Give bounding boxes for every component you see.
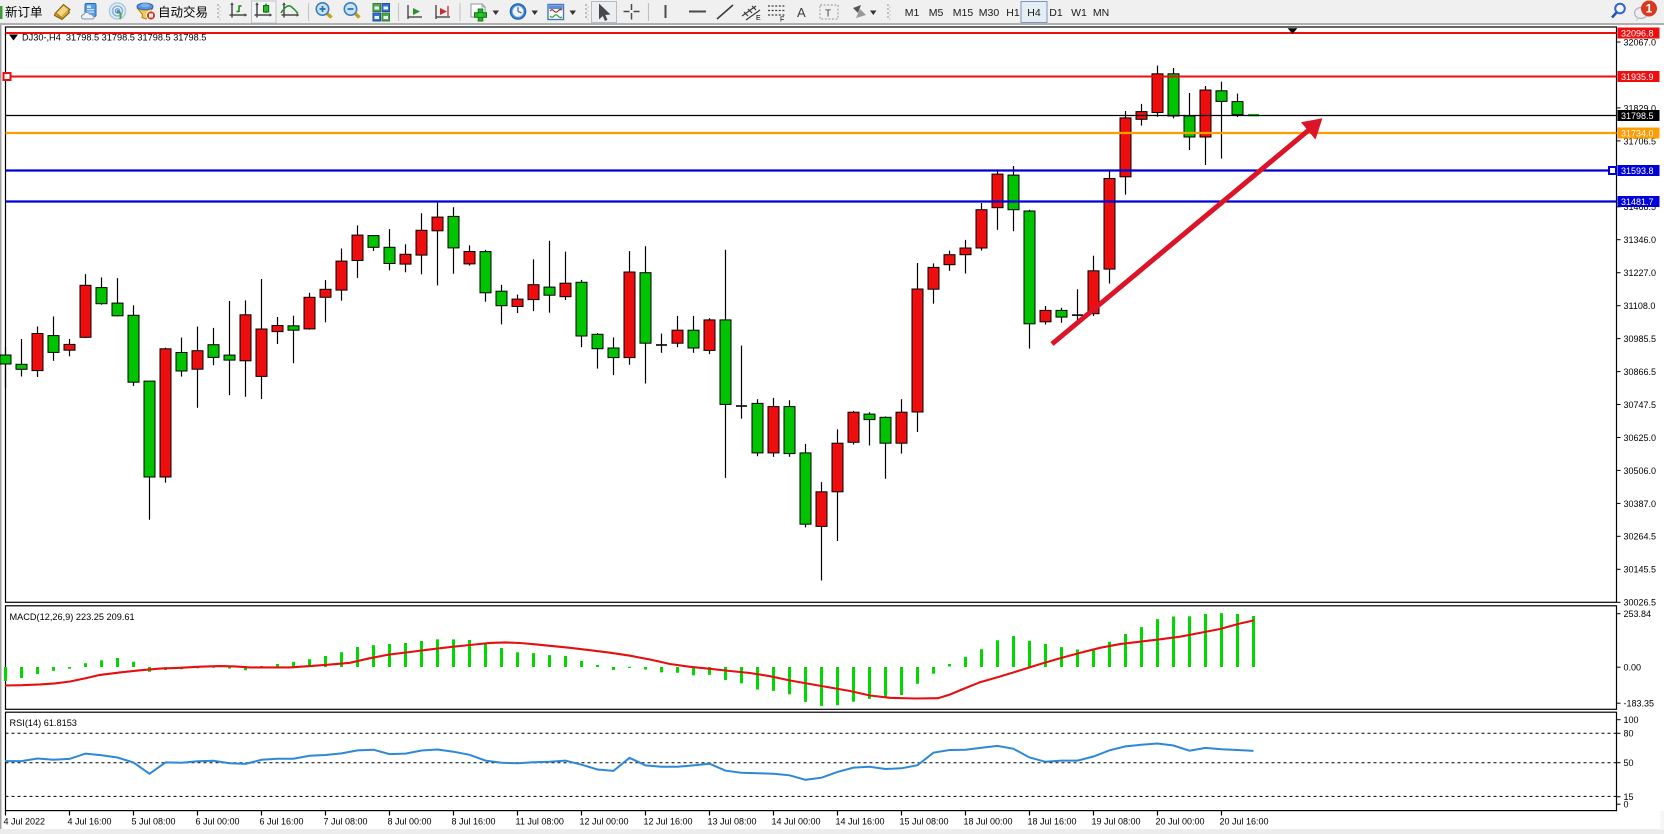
svg-text:4 Jul 2022: 4 Jul 2022 — [4, 817, 46, 827]
svg-text:4 Jul 16:00: 4 Jul 16:00 — [68, 817, 112, 827]
svg-text:W1: W1 — [1071, 7, 1087, 19]
svg-text:253.84: 253.84 — [1624, 609, 1652, 619]
svg-text:D1: D1 — [1049, 7, 1063, 19]
svg-text:32067.0: 32067.0 — [1624, 37, 1657, 47]
svg-text:31798.5: 31798.5 — [1621, 111, 1654, 121]
svg-text:31593.8: 31593.8 — [1621, 166, 1654, 176]
svg-text:A: A — [797, 5, 806, 20]
svg-text:30145.5: 30145.5 — [1624, 565, 1657, 575]
svg-text:14 Jul 00:00: 14 Jul 00:00 — [772, 817, 821, 827]
svg-text:18 Jul 00:00: 18 Jul 00:00 — [964, 817, 1013, 827]
svg-text:DJ30-,H4 31798.5 31798.5 3179: DJ30-,H4 31798.5 31798.5 31798.5 31798.5 — [22, 33, 206, 43]
svg-text:8 Jul 00:00: 8 Jul 00:00 — [388, 817, 432, 827]
svg-text:6 Jul 00:00: 6 Jul 00:00 — [196, 817, 240, 827]
svg-text:31935.9: 31935.9 — [1621, 72, 1654, 82]
svg-text:8 Jul 16:00: 8 Jul 16:00 — [452, 817, 496, 827]
svg-text:31227.0: 31227.0 — [1624, 268, 1657, 278]
svg-text:14 Jul 16:00: 14 Jul 16:00 — [836, 817, 885, 827]
svg-text:30264.5: 30264.5 — [1624, 532, 1657, 542]
svg-text:H4: H4 — [1027, 7, 1041, 19]
svg-text:100: 100 — [1624, 715, 1639, 725]
svg-text:50: 50 — [1624, 758, 1634, 768]
svg-text:F: F — [780, 17, 784, 24]
svg-text:31734.0: 31734.0 — [1621, 129, 1654, 139]
svg-text:12 Jul 00:00: 12 Jul 00:00 — [580, 817, 629, 827]
svg-text:12 Jul 16:00: 12 Jul 16:00 — [644, 817, 693, 827]
svg-text:15 Jul 08:00: 15 Jul 08:00 — [900, 817, 949, 827]
svg-text:30866.5: 30866.5 — [1624, 367, 1657, 377]
svg-text:0.00: 0.00 — [1624, 663, 1642, 673]
svg-text:31468.5: 31468.5 — [1624, 202, 1657, 212]
svg-text:15: 15 — [1624, 792, 1634, 802]
svg-text:20 Jul 00:00: 20 Jul 00:00 — [1156, 817, 1205, 827]
svg-text:E: E — [756, 15, 761, 22]
svg-text:MACD(12,26,9) 223.25 209.61: MACD(12,26,9) 223.25 209.61 — [10, 612, 135, 622]
svg-text:18 Jul 16:00: 18 Jul 16:00 — [1028, 817, 1077, 827]
svg-text:30026.5: 30026.5 — [1624, 598, 1657, 608]
svg-text:5 Jul 08:00: 5 Jul 08:00 — [132, 817, 176, 827]
svg-text:31346.0: 31346.0 — [1624, 235, 1657, 245]
svg-text:20 Jul 16:00: 20 Jul 16:00 — [1220, 817, 1269, 827]
svg-text:RSI(14) 61.8153: RSI(14) 61.8153 — [10, 718, 77, 728]
svg-text:30625.0: 30625.0 — [1624, 433, 1657, 443]
svg-text:M5: M5 — [929, 7, 944, 19]
svg-text:M30: M30 — [979, 7, 1000, 19]
svg-text:31108.0: 31108.0 — [1624, 301, 1656, 311]
svg-text:M1: M1 — [905, 7, 920, 19]
svg-text:11 Jul 08:00: 11 Jul 08:00 — [516, 817, 564, 827]
svg-text:30747.5: 30747.5 — [1624, 400, 1657, 410]
svg-text:H1: H1 — [1006, 7, 1020, 19]
svg-text:30506.0: 30506.0 — [1624, 466, 1657, 476]
svg-text:31706.5: 31706.5 — [1624, 136, 1657, 146]
svg-text:1: 1 — [1646, 2, 1653, 16]
svg-text:新订单: 新订单 — [5, 5, 43, 20]
svg-text:19 Jul 08:00: 19 Jul 08:00 — [1092, 817, 1141, 827]
svg-text:T: T — [825, 9, 831, 20]
svg-text:-183.35: -183.35 — [1624, 699, 1655, 709]
svg-text:30985.5: 30985.5 — [1624, 334, 1657, 344]
svg-text:M15: M15 — [953, 7, 974, 19]
svg-text:30387.0: 30387.0 — [1624, 499, 1657, 509]
svg-text:13 Jul 08:00: 13 Jul 08:00 — [708, 817, 757, 827]
svg-text:6 Jul 16:00: 6 Jul 16:00 — [260, 817, 304, 827]
svg-text:7 Jul 08:00: 7 Jul 08:00 — [324, 817, 368, 827]
svg-text:自动交易: 自动交易 — [158, 5, 208, 20]
svg-text:31829.0: 31829.0 — [1624, 103, 1657, 113]
svg-text:MN: MN — [1093, 7, 1109, 19]
svg-text:31481.7: 31481.7 — [1621, 197, 1654, 207]
svg-text:0: 0 — [1624, 800, 1629, 810]
svg-text:32096.8: 32096.8 — [1621, 29, 1654, 39]
svg-text:80: 80 — [1624, 729, 1634, 739]
